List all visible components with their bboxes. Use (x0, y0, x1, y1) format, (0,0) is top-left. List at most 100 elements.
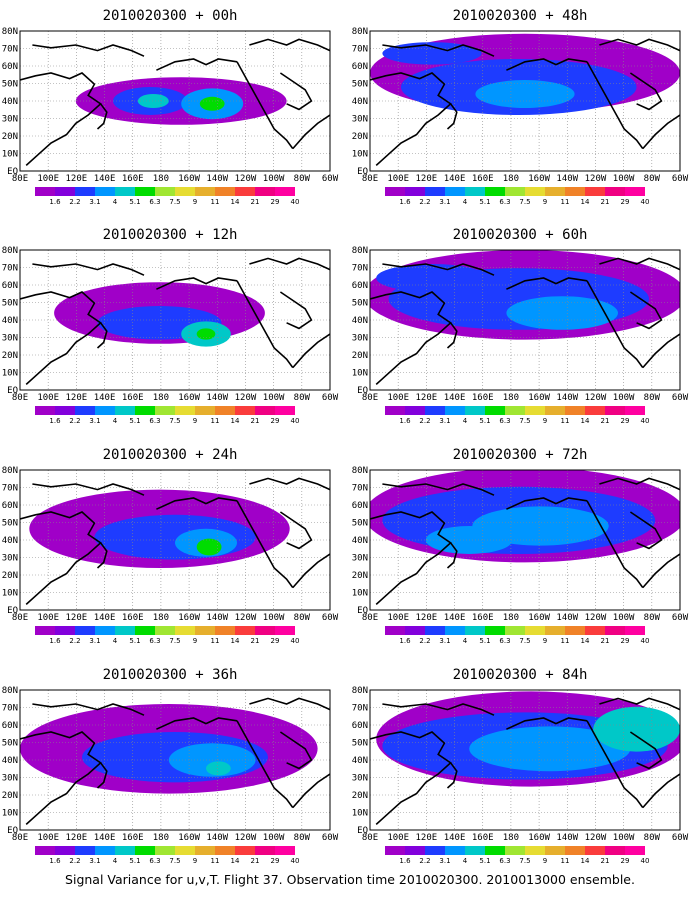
lat-tick-label: 40N (352, 536, 368, 546)
lat-tick-label: EQ (357, 386, 368, 396)
colorbar-label: 5.1 (479, 417, 490, 425)
lon-tick-label: 100W (263, 613, 285, 623)
colorbar-swatch (605, 406, 625, 415)
lon-tick-label: 120W (235, 174, 257, 184)
colorbar-swatch (605, 626, 625, 635)
colorbar-swatch (235, 406, 255, 415)
lat-tick-label: 50N (352, 519, 368, 529)
colorbar-swatch (485, 846, 505, 855)
colorbar-label: 1.6 (399, 417, 411, 425)
lat-tick-label: 80N (2, 246, 18, 256)
lon-tick-label: 120E (416, 613, 438, 623)
colorbar-swatch (55, 187, 75, 196)
colorbar-label: 40 (641, 417, 650, 425)
coastline (370, 72, 452, 166)
lon-tick-label: 140W (556, 393, 578, 403)
colorbar-swatch (465, 846, 485, 855)
coastline (249, 38, 330, 52)
colorbar-swatch (255, 626, 275, 635)
lon-tick-label: 60W (672, 613, 689, 623)
lon-tick-label: 160W (178, 833, 200, 843)
lon-tick-label: 160E (472, 174, 494, 184)
colorbar-label: 7.5 (519, 637, 530, 645)
lon-tick-label: 160W (528, 393, 550, 403)
variance-map: EQ 10N 20N 30N 40N 50N 60N 70N 80N 80E 100E 120E 140… (2, 27, 339, 206)
lon-tick-label: 80W (644, 174, 661, 184)
coastline (586, 720, 644, 809)
colorbar-label: 11 (561, 198, 570, 206)
colorbar-label: 11 (211, 417, 220, 425)
colorbar-swatch (445, 187, 465, 196)
colorbar-swatch (385, 406, 405, 415)
colorbar-swatch (585, 187, 605, 196)
map-panel: 2010020300 + 24h EQ 10N 20N 30N 40N 50N 60N 70N 8… (0, 447, 340, 662)
lon-tick-label: 60W (322, 833, 339, 843)
colorbar-label: 11 (211, 857, 220, 865)
colorbar-swatch (95, 406, 115, 415)
lat-tick-label: 60N (352, 281, 368, 291)
colorbar-swatch (485, 406, 505, 415)
lon-tick-label: 100E (387, 613, 409, 623)
colorbar-swatch (585, 626, 605, 635)
colorbar-swatch (35, 406, 55, 415)
colorbar-swatch (385, 846, 405, 855)
lat-tick-label: 70N (2, 704, 18, 714)
colorbar-swatch (275, 406, 295, 415)
lat-tick-label: 40N (2, 756, 18, 766)
panel-title: 2010020300 + 00h (102, 8, 238, 24)
colorbar-swatch (95, 846, 115, 855)
lat-tick-label: 10N (2, 589, 18, 599)
map-frame (19, 469, 331, 611)
lat-tick-label: 20N (2, 791, 18, 801)
colorbar-swatch (215, 187, 235, 196)
colorbar-label: 21 (251, 637, 260, 645)
lon-tick-label: 140E (444, 833, 466, 843)
colorbar-swatch (155, 187, 175, 196)
coastline (506, 497, 588, 510)
coastline (382, 703, 495, 716)
lat-tick-label: 50N (2, 299, 18, 309)
map-panel: 2010020300 + 60h EQ 10N 20N 30N 40N 50N 60N 70N 8… (350, 227, 690, 442)
coastline (279, 291, 313, 330)
lon-tick-label: 140W (206, 393, 228, 403)
variance-shading (376, 264, 488, 292)
variance-shading (196, 328, 216, 340)
lon-tick-label: 120W (585, 393, 607, 403)
colorbar-label: 1.6 (49, 198, 61, 206)
colorbar-swatch (505, 406, 525, 415)
coastline (20, 291, 102, 385)
colorbar-swatch (585, 846, 605, 855)
lon-tick-label: 140E (94, 613, 116, 623)
colorbar-swatch (135, 626, 155, 635)
colorbar-label: 14 (581, 637, 590, 645)
coastline (96, 103, 108, 130)
colorbar-swatch (565, 406, 585, 415)
lon-tick-label: 80E (12, 833, 28, 843)
colorbar-swatch (75, 406, 95, 415)
colorbar-swatch (155, 626, 175, 635)
lon-tick-label: 120W (235, 833, 257, 843)
lon-tick-label: 140W (206, 613, 228, 623)
lon-tick-label: 80E (362, 833, 378, 843)
coastline (236, 280, 294, 369)
lat-tick-label: 40N (2, 316, 18, 326)
colorbar-swatch (135, 406, 155, 415)
colorbar-swatch (255, 187, 275, 196)
lon-tick-label: 160E (472, 393, 494, 403)
lat-tick-label: 30N (2, 774, 18, 784)
colorbar-swatch (525, 406, 545, 415)
lon-tick-label: 100E (37, 174, 59, 184)
colorbar-label: 3.1 (89, 198, 100, 206)
colorbar-swatch (155, 846, 175, 855)
colorbar-label: 14 (231, 417, 240, 425)
colorbar-swatch (405, 846, 425, 855)
colorbar-label: 5.1 (129, 637, 140, 645)
lat-tick-label: EQ (7, 386, 18, 396)
colorbar-swatch (445, 406, 465, 415)
colorbar-swatch (525, 846, 545, 855)
variance-map: EQ 10N 20N 30N 40N 50N 60N 70N 80N 80E 100E 120E 140… (2, 466, 339, 645)
lat-tick-label: EQ (7, 167, 18, 177)
lon-tick-label: 180 (503, 174, 519, 184)
lon-tick-label: 120W (585, 613, 607, 623)
lon-tick-label: 100E (37, 393, 59, 403)
